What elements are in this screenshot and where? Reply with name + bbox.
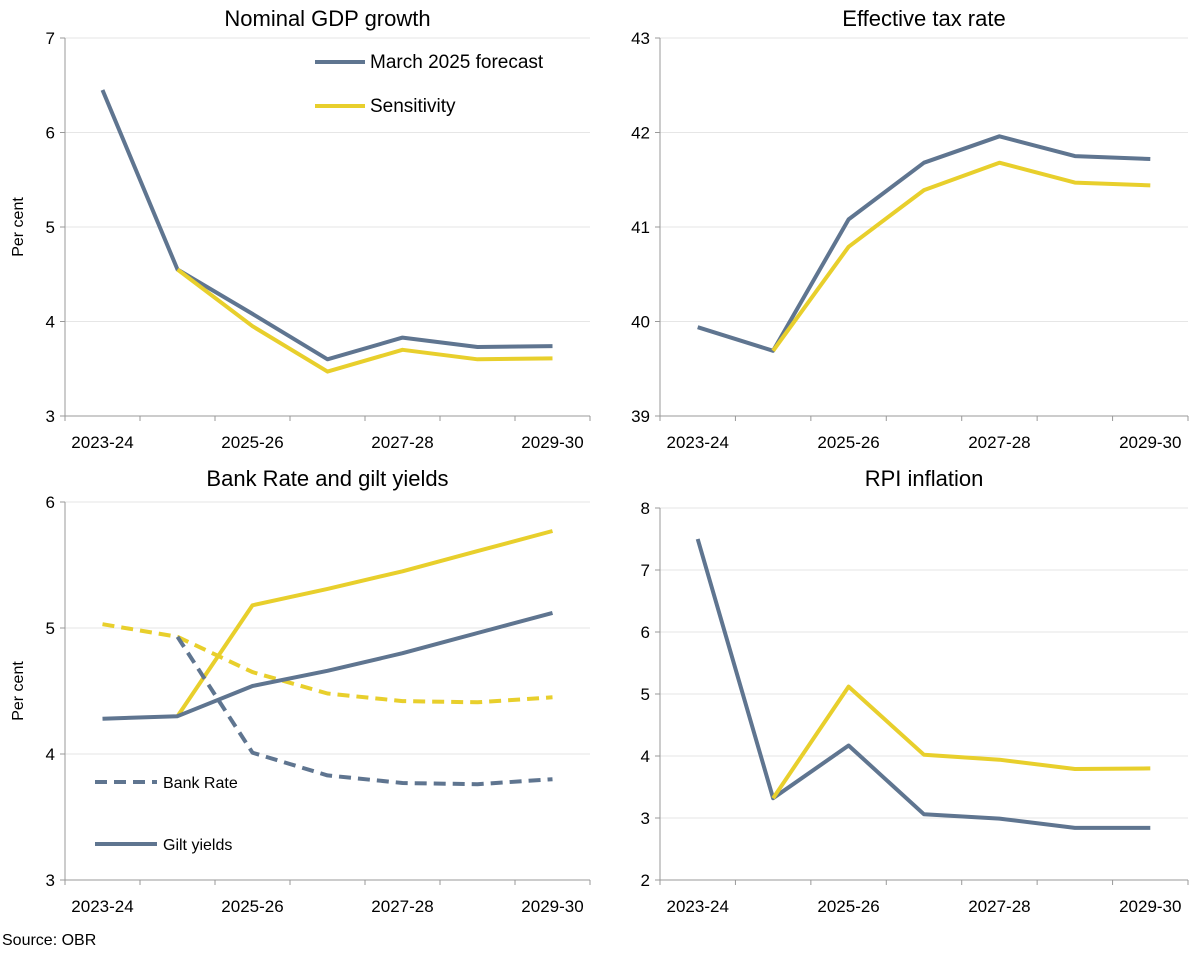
series-line-gilt-yields-sensitivity-: [175, 529, 554, 718]
x-tick-label: 2023-24: [667, 897, 729, 916]
y-tick-label: 6: [46, 124, 55, 143]
y-tick-label: 4: [46, 313, 55, 332]
y-tick-label: 3: [641, 809, 650, 828]
chart-panel-2: Effective tax rate 39 40 41 42 43 2023-24 2025-…: [631, 6, 1189, 452]
y-tick-label: 4: [46, 745, 55, 764]
series-line-gilt-yields: [102, 610, 554, 721]
x-tick-label: 2023-24: [71, 433, 133, 452]
y-tick-label: 4: [641, 747, 650, 766]
x-tick-label: 2029-30: [521, 897, 583, 916]
x-tick-label: 2027-28: [968, 897, 1030, 916]
chart-title: Bank Rate and gilt yields: [206, 466, 448, 491]
x-tick-label: 2023-24: [667, 433, 729, 452]
series-line-bank-rate: [175, 635, 553, 787]
y-tick-label: 3: [46, 871, 55, 890]
y-tick-label: 5: [641, 685, 650, 704]
series-line-sensitivity: [771, 684, 1151, 800]
chart-title: Nominal GDP growth: [224, 6, 430, 31]
legend-label: March 2025 forecast: [370, 52, 544, 73]
legend-label: Gilt yields: [163, 837, 232, 854]
y-tick-label: 2: [641, 871, 650, 890]
chart-title: RPI inflation: [865, 466, 984, 491]
chart-title: Effective tax rate: [842, 6, 1005, 31]
y-tick-label: 5: [46, 619, 55, 638]
y-tick-label: 7: [46, 29, 55, 48]
y-tick-label: 3: [46, 407, 55, 426]
x-tick-label: 2029-30: [521, 433, 583, 452]
y-axis-label: Per cent: [10, 661, 27, 721]
chart-panel-1: Nominal GDP growth 3 4 5 6 7 2023-24 2025-26 202…: [10, 6, 591, 452]
x-tick-label: 2027-28: [968, 433, 1030, 452]
y-tick-label: 43: [631, 29, 650, 48]
chart-panel-3: Bank Rate and gilt yields 3 4 5 6 2023-24 2025…: [10, 466, 591, 916]
y-tick-label: 40: [631, 313, 650, 332]
x-tick-label: 2029-30: [1119, 897, 1181, 916]
y-tick-label: 5: [46, 218, 55, 237]
series-line-march-2025-forecast: [100, 89, 553, 362]
chart-panel-4: RPI inflation 2 3 4 5 6 7 8 2023-24 2025-26 2027-2…: [641, 466, 1189, 916]
series-line-march-2025-forecast: [695, 538, 1151, 830]
y-tick-label: 6: [46, 493, 55, 512]
y-axis-label: Per cent: [10, 197, 27, 257]
x-tick-label: 2029-30: [1119, 433, 1181, 452]
y-tick-label: 41: [631, 218, 650, 237]
x-tick-label: 2025-26: [221, 433, 283, 452]
series-line-march-2025-forecast: [697, 134, 1151, 353]
x-tick-label: 2025-26: [221, 897, 283, 916]
legend-label: Bank Rate: [163, 775, 238, 792]
x-tick-label: 2025-26: [817, 897, 879, 916]
y-tick-label: 7: [641, 561, 650, 580]
x-tick-label: 2027-28: [371, 897, 433, 916]
series-line-bank-rate-sensitivity-: [102, 622, 553, 705]
series-line-sensitivity: [176, 267, 553, 374]
series-line-sensitivity: [771, 160, 1151, 352]
source-note: Source: OBR: [2, 932, 97, 949]
x-tick-label: 2025-26: [817, 433, 879, 452]
y-tick-label: 42: [631, 124, 650, 143]
legend-label: Sensitivity: [370, 96, 456, 117]
y-tick-label: 6: [641, 623, 650, 642]
x-tick-label: 2027-28: [371, 433, 433, 452]
x-tick-label: 2023-24: [71, 897, 133, 916]
y-tick-label: 39: [631, 407, 650, 426]
y-tick-label: 8: [641, 499, 650, 518]
